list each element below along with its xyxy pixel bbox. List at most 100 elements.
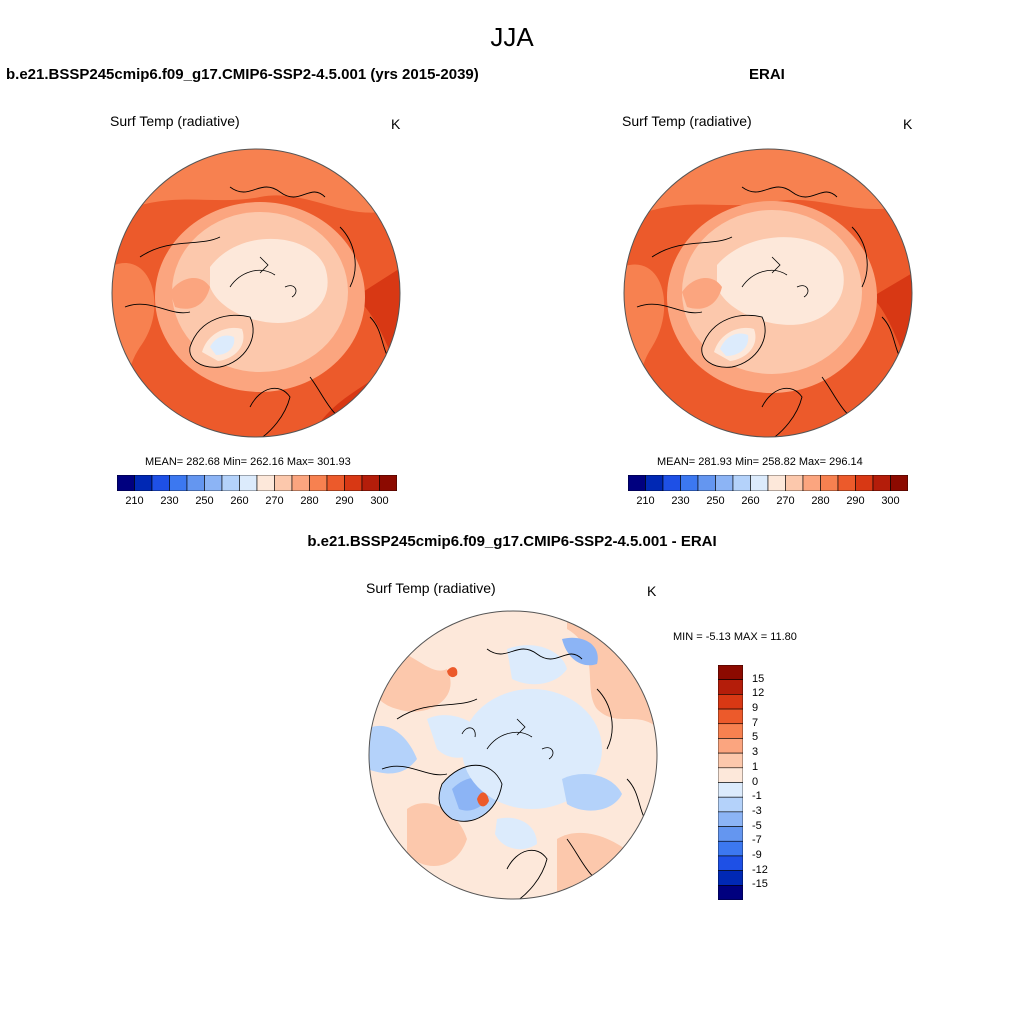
obs-panel-title: ERAI [749, 66, 785, 83]
colorbar-swatch [718, 708, 743, 725]
colorbar-swatch [718, 796, 743, 813]
colorbar-swatch [291, 475, 310, 491]
colorbar-tick-label: 12 [752, 687, 765, 700]
colorbar-swatch [718, 840, 743, 857]
colorbar-swatch [186, 475, 205, 491]
colorbar-swatch [802, 475, 821, 491]
diff-colorbar-ticks: 15 12 9 7 5 3 1 0 -1 -3 -5 -7 -9 -12 -15 [750, 665, 790, 905]
colorbar-swatch [221, 475, 240, 491]
obs-units-label: K [903, 116, 913, 132]
colorbar-swatch [718, 885, 743, 900]
colorbar-swatch [718, 752, 743, 769]
diff-polar-map [368, 610, 658, 900]
diff-panel-title: b.e21.BSSP245cmip6.f09_g17.CMIP6-SSP2-4.… [307, 533, 717, 550]
colorbar-swatch [718, 782, 743, 798]
colorbar-swatch [117, 475, 135, 491]
colorbar-swatch [718, 694, 743, 710]
colorbar-tick-label: 260 [230, 495, 249, 507]
colorbar-swatch [239, 475, 258, 491]
diff-colorbar [718, 665, 743, 900]
colorbar-tick-label: 290 [846, 495, 865, 507]
colorbar-swatch [718, 870, 743, 886]
colorbar-swatch [785, 475, 804, 491]
colorbar-tick-label: 300 [370, 495, 389, 507]
colorbar-swatch [204, 475, 223, 491]
figure-title: JJA [490, 22, 534, 52]
colorbar-tick-label: 270 [265, 495, 284, 507]
colorbar-swatch [718, 723, 743, 739]
colorbar-swatch [645, 475, 664, 491]
colorbar-swatch [718, 767, 743, 783]
colorbar-tick-label: 230 [671, 495, 690, 507]
colorbar-swatch [750, 475, 769, 491]
colorbar-swatch [361, 475, 380, 491]
model-units-label: K [391, 116, 401, 132]
colorbar-tick-label: 250 [195, 495, 214, 507]
colorbar-swatch [379, 475, 397, 491]
colorbar-tick-label: 3 [752, 746, 759, 759]
colorbar-swatch [715, 475, 734, 491]
colorbar-swatch [309, 475, 328, 491]
colorbar-swatch [680, 475, 699, 491]
colorbar-swatch [767, 475, 786, 491]
model-variable-label: Surf Temp (radiative) [110, 113, 240, 129]
colorbar-swatch [134, 475, 153, 491]
colorbar-tick-label: -5 [752, 819, 762, 832]
obs-polar-map [623, 148, 913, 438]
colorbar-tick-label: 5 [752, 731, 759, 744]
colorbar-tick-label: 300 [881, 495, 900, 507]
diff-variable-label: Surf Temp (radiative) [366, 580, 496, 596]
model-panel-title: b.e21.BSSP245cmip6.f09_g17.CMIP6-SSP2-4.… [6, 66, 479, 83]
colorbar-swatch [820, 475, 839, 491]
colorbar-swatch [718, 738, 743, 754]
colorbar-swatch [718, 855, 743, 871]
colorbar-tick-label: 270 [776, 495, 795, 507]
diff-units-label: K [647, 583, 657, 599]
colorbar-swatch [256, 475, 275, 491]
colorbar-tick-label: 280 [811, 495, 830, 507]
colorbar-swatch [274, 475, 293, 491]
colorbar-swatch [732, 475, 751, 491]
colorbar-tick-label: -9 [752, 848, 762, 861]
obs-colorbar [628, 475, 908, 491]
colorbar-swatch [326, 475, 345, 491]
colorbar-tick-label: 1 [752, 760, 759, 773]
colorbar-tick-label: 15 [752, 672, 765, 685]
diff-stats-text: MIN = -5.13 MAX = 11.80 [673, 631, 797, 643]
colorbar-tick-label: -3 [752, 804, 762, 817]
colorbar-swatch [718, 679, 743, 695]
colorbar-swatch [628, 475, 646, 491]
colorbar-swatch [151, 475, 170, 491]
colorbar-tick-label: 7 [752, 716, 759, 729]
colorbar-swatch [718, 826, 743, 842]
colorbar-swatch [697, 475, 716, 491]
model-stats-text: MEAN= 282.68 Min= 262.16 Max= 301.93 [145, 456, 351, 468]
colorbar-tick-label: 260 [741, 495, 760, 507]
colorbar-swatch [718, 665, 743, 680]
colorbar-swatch [662, 475, 681, 491]
colorbar-tick-label: 230 [160, 495, 179, 507]
model-polar-map [111, 148, 401, 438]
colorbar-swatch [344, 475, 363, 491]
colorbar-tick-label: 210 [125, 495, 144, 507]
colorbar-tick-label: -12 [752, 863, 768, 876]
colorbar-swatch [837, 475, 856, 491]
colorbar-tick-label: 210 [636, 495, 655, 507]
colorbar-swatch [855, 475, 874, 491]
colorbar-tick-label: 0 [752, 775, 759, 788]
colorbar-swatch [890, 475, 908, 491]
colorbar-swatch [169, 475, 188, 491]
colorbar-tick-label: 290 [335, 495, 354, 507]
colorbar-swatch [872, 475, 891, 491]
colorbar-tick-label: -1 [752, 790, 762, 803]
colorbar-tick-label: -15 [752, 878, 768, 891]
model-colorbar [117, 475, 397, 491]
obs-variable-label: Surf Temp (radiative) [622, 113, 752, 129]
colorbar-swatch [718, 811, 743, 827]
obs-stats-text: MEAN= 281.93 Min= 258.82 Max= 296.14 [657, 456, 863, 468]
colorbar-tick-label: -7 [752, 834, 762, 847]
colorbar-tick-label: 250 [706, 495, 725, 507]
model-colorbar-ticks: 210 230 250 260 270 280 290 300 [0, 495, 1024, 509]
colorbar-tick-label: 9 [752, 702, 759, 715]
colorbar-tick-label: 280 [300, 495, 319, 507]
